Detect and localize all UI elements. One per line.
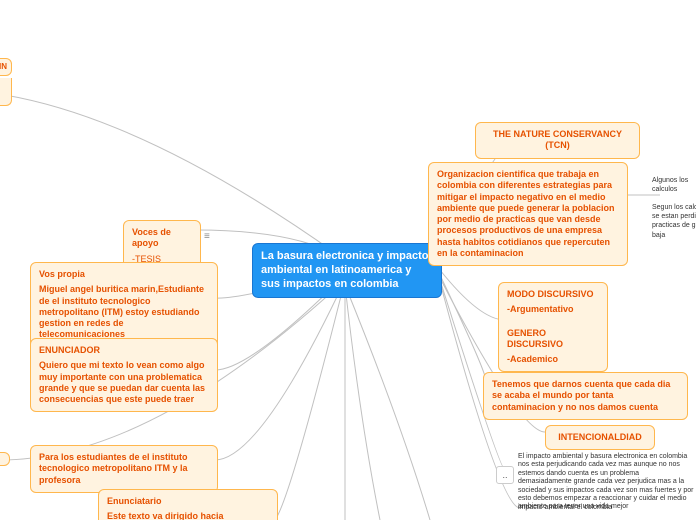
node-genero-title: GENERO DISCURSIVO [507, 328, 599, 351]
node-left-fragment [0, 452, 10, 466]
node-enunt-sub: Este texto va dirigido hacia [107, 511, 269, 520]
node-enunciador[interactable]: ENUNCIADOR Quiero que mi texto lo vean c… [30, 338, 218, 412]
node-intencionalidad[interactable]: INTENCIONALDIAD [545, 425, 655, 450]
node-discursivo[interactable]: MODO DISCURSIVO -Argumentativo GENERO DI… [498, 282, 608, 372]
plain-impacto-colombia: impacto ambiental el colombia [518, 504, 694, 511]
node-modo-title: MODO DISCURSIVO [507, 289, 594, 299]
plain-hechos: Algunos los calculos Segun los calculos … [652, 176, 696, 240]
node-vos-propia[interactable]: Vos propia Miguel angel buritica marin,E… [30, 262, 218, 348]
node-enunciatario[interactable]: Enunciatario Este texto va dirigido haci… [98, 489, 278, 520]
node-enun-title: ENUNCIADOR [39, 345, 100, 355]
node-enun-sub: Quiero que mi texto lo vean como algo mu… [39, 360, 209, 405]
node-enunt-title: Enunciatario [107, 496, 162, 506]
node-in-fragment[interactable]: IN [0, 58, 12, 76]
expand-button[interactable]: .. [496, 466, 514, 484]
node-vos-sub: Miguel angel buritica marin,Estudiante d… [39, 284, 209, 340]
node-in-fragment-body [0, 78, 12, 106]
center-topic[interactable]: La basura electronica y impacto ambienta… [252, 243, 442, 298]
node-modo-sub: -Argumentativo [507, 304, 599, 315]
node-para-estudiantes[interactable]: Para los estudiantes de el instituto tec… [30, 445, 218, 493]
node-vos-title: Vos propia [39, 269, 85, 279]
node-tcn[interactable]: THE NATURE CONSERVANCY (TCN) [475, 122, 640, 159]
node-voces-title: Voces de apoyo [132, 227, 171, 248]
node-genero-sub: -Academico [507, 354, 599, 365]
plain-impacto: El impacto ambiental y basura electronic… [518, 453, 694, 512]
node-darnos-cuenta[interactable]: Tenemos que darnos cuenta que cada dia s… [483, 372, 688, 420]
collapse-icon[interactable]: ≡ [204, 231, 210, 242]
node-organizacion[interactable]: Organizacion cientifica que trabaja en c… [428, 162, 628, 266]
